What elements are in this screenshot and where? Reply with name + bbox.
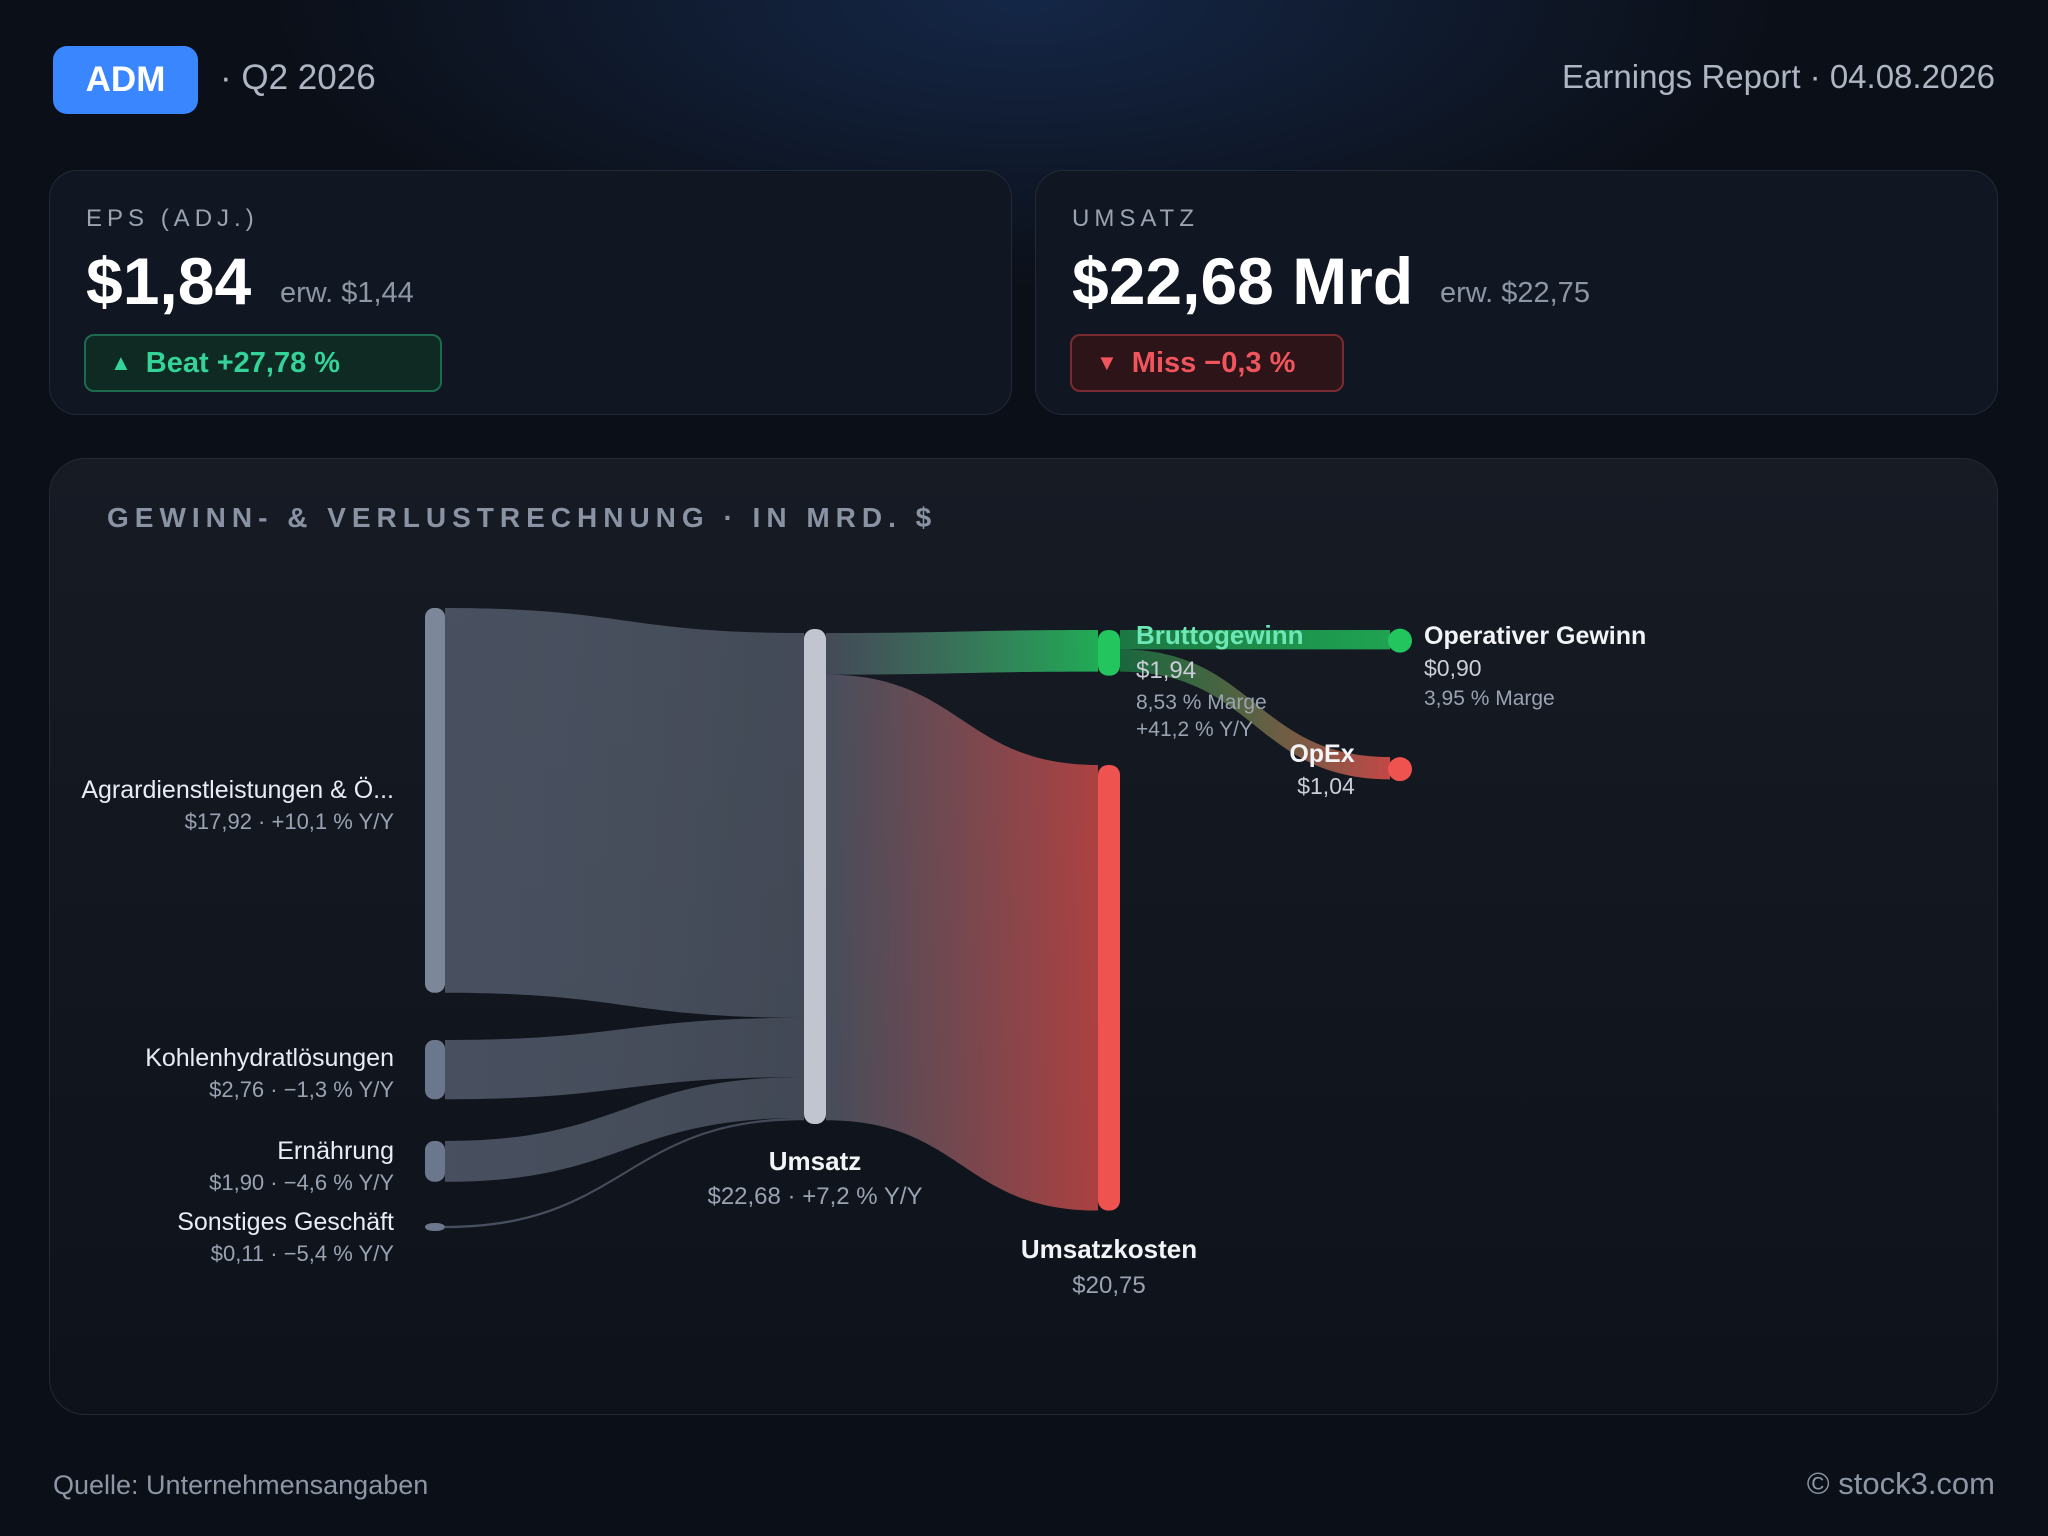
revenue-card: UMSATZ $22,68 Mrd erw. $22,75 ▼ Miss −0,… [1035,170,1998,415]
node-kosten [1098,765,1120,1211]
link-ernaehrung-umsatz [445,1077,804,1182]
revenue-miss-badge: ▼ Miss −0,3 % [1070,334,1344,392]
node-sonstiges [425,1223,445,1231]
eps-value: $1,84 [86,244,252,318]
label-agrar-detail: $17,92 · +10,1 % Y/Y [185,809,395,834]
node-kohlen [425,1040,445,1100]
revenue-value: $22,68 Mrd [1072,244,1414,318]
eps-beat-badge: ▲ Beat +27,78 % [84,334,442,392]
label-opex-detail: $1,04 [1297,773,1355,799]
label-sonstiges-name: Sonstiges Geschäft [177,1208,394,1236]
node-opgewinn [1388,628,1412,653]
label-brutto-detail: $1,94 [1136,657,1196,684]
eps-expected: erw. $1,44 [280,277,414,309]
link-sonstiges-umsatz [445,1117,804,1229]
quarter-label: · Q2 2026 [220,58,376,97]
label-agrar-name: Agrardienstleistungen & Ö... [81,776,394,804]
label-opgewinn-name: Operativer Gewinn [1424,622,1646,650]
node-umsatz [804,629,826,1124]
label-kosten-detail: $20,75 [1072,1272,1145,1299]
link-brutto-opex [1120,649,1390,780]
eps-card: EPS (ADJ.) $1,84 erw. $1,44 ▲ Beat +27,7… [49,170,1012,415]
label-umsatz-name: Umsatz [769,1146,861,1176]
node-agrar [425,608,445,993]
label-ernaehrung-name: Ernährung [277,1137,394,1165]
chart-title: GEWINN- & VERLUSTRECHNUNG · IN MRD. $ [107,502,938,533]
label-opex-name: OpEx [1289,740,1354,768]
node-ernaehrung [425,1141,445,1182]
triangle-down-icon: ▼ [1096,350,1118,375]
label-opgewinn-margin: 3,95 % Marge [1424,687,1555,710]
link-agrar-umsatz [445,608,804,1018]
eps-label: EPS (ADJ.) [86,205,259,232]
link-umsatz-brutto [826,630,1098,675]
eps-badge-text: Beat +27,78 % [145,346,341,379]
report-date: Earnings Report · 04.08.2026 [1562,58,1995,95]
label-opgewinn-detail: $0,90 [1424,655,1482,681]
node-opex [1388,757,1412,782]
label-kohlen-detail: $2,76 · −1,3 % Y/Y [209,1077,394,1102]
label-brutto-margin: 8,53 % Marge [1136,691,1267,714]
copyright: © stock3.com [1806,1466,1995,1501]
revenue-label: UMSATZ [1072,205,1199,232]
node-brutto [1098,630,1120,676]
label-ernaehrung-detail: $1,90 · −4,6 % Y/Y [209,1170,394,1195]
triangle-up-icon: ▲ [110,350,132,375]
revenue-badge-text: Miss −0,3 % [1131,346,1296,379]
link-kohlen-umsatz [445,1017,804,1100]
label-umsatz-detail: $22,68 · +7,2 % Y/Y [707,1183,922,1210]
label-kohlen-name: Kohlenhydratlösungen [145,1044,394,1072]
source-note: Quelle: Unternehmensangaben [53,1470,429,1500]
link-brutto-opgewinn [1120,630,1390,650]
label-brutto-name: Bruttogewinn [1136,620,1304,650]
label-sonstiges-detail: $0,11 · −5,4 % Y/Y [211,1241,395,1266]
ticker-badge: ADM [53,46,198,114]
link-umsatz-kosten [826,674,1098,1211]
label-brutto-yoy: +41,2 % Y/Y [1136,718,1253,741]
label-kosten-name: Umsatzkosten [1021,1234,1197,1264]
revenue-expected: erw. $22,75 [1440,277,1590,309]
